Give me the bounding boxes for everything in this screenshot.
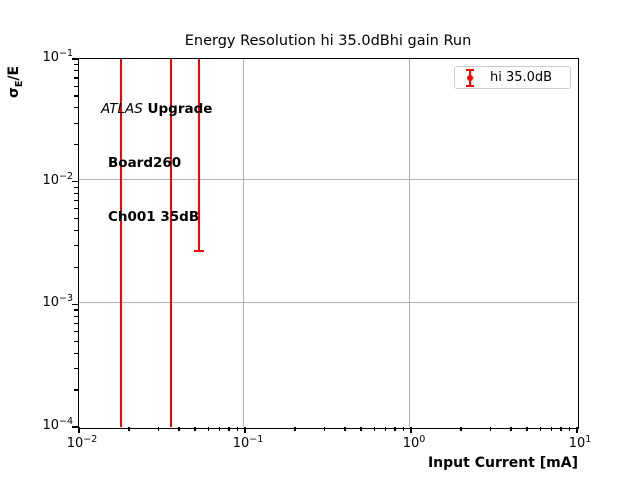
x-tick [157, 427, 159, 431]
x-tick [402, 427, 404, 431]
x-tick [550, 427, 552, 431]
x-tick [539, 427, 541, 431]
y-tick-label: 10−2 [42, 170, 73, 188]
x-tick [236, 427, 238, 431]
y-axis-label-sigma: σ [6, 87, 22, 99]
x-gridline [408, 58, 410, 427]
y-tick [74, 330, 78, 333]
y-gridline [78, 179, 577, 181]
annotation-line-2: Board260 [108, 155, 182, 171]
y-tick [74, 95, 78, 97]
y-tick [74, 266, 78, 268]
y-axis-label: σE/E [6, 32, 28, 132]
x-tick [323, 427, 325, 431]
y-tick [71, 58, 78, 60]
y-tick [74, 367, 78, 370]
x-tick [526, 427, 528, 431]
y-tick [71, 303, 78, 305]
x-tick [207, 427, 209, 431]
y-tick [71, 181, 78, 183]
x-tick [460, 427, 462, 431]
y-tick-label: 10−1 [42, 48, 73, 65]
y-tick [74, 64, 78, 66]
x-tick [228, 427, 230, 431]
y-tick [74, 389, 78, 391]
x-tick [576, 427, 578, 433]
y-tick-label: 10−4 [42, 416, 73, 433]
x-tick [394, 427, 396, 431]
x-tick-label: 101 [568, 434, 592, 451]
legend-label: hi 35.0dB [490, 70, 553, 85]
x-tick [244, 427, 246, 433]
error-bar [169, 58, 172, 427]
y-tick [71, 426, 78, 428]
annotation-line-3: Ch001 35dB [108, 209, 200, 225]
y-tick [74, 245, 78, 247]
x-tick [344, 427, 346, 431]
x-tick [489, 427, 491, 431]
x-tick [568, 427, 570, 431]
legend: hi 35.0dB [454, 66, 571, 89]
annotation-atlas: ATLAS [101, 101, 143, 117]
y-tick [74, 340, 78, 342]
x-tick [218, 427, 220, 431]
y-tick [74, 208, 78, 210]
atlas-annotation: ATLAS Upgrade Board260 Ch001 35dB [101, 64, 212, 262]
y-tick [74, 85, 78, 87]
y-tick [74, 229, 78, 232]
x-tick [194, 427, 196, 431]
x-tick-label: 10−1 [232, 434, 264, 451]
x-tick [128, 427, 130, 431]
y-tick [74, 200, 78, 202]
y-tick [74, 309, 78, 311]
error-bar [197, 58, 200, 251]
y-axis-label-suffix: /E [6, 65, 22, 81]
error-bar [119, 58, 122, 427]
x-gridline [242, 58, 244, 427]
y-tick [74, 322, 78, 324]
plot-area [77, 57, 579, 429]
x-tick [410, 427, 412, 433]
y-gridline [78, 301, 577, 303]
y-tick [74, 77, 78, 79]
x-tick [178, 427, 180, 431]
annotation-line-1: ATLAS Upgrade [101, 100, 212, 118]
y-tick [74, 315, 78, 317]
chart-title: Energy Resolution hi 35.0dBhi gain Run [184, 33, 472, 49]
y-tick [74, 217, 78, 220]
y-tick [74, 70, 78, 72]
x-tick [510, 427, 512, 431]
y-tick [74, 186, 78, 188]
x-tick [360, 427, 362, 431]
x-tick-label: 100 [402, 434, 426, 451]
error-bar-cap [193, 249, 204, 252]
x-tick [560, 427, 562, 431]
annotation-upgrade: Upgrade [142, 101, 213, 117]
x-tick [294, 427, 296, 431]
y-tick [74, 352, 78, 354]
x-tick [384, 427, 386, 431]
y-axis-label-sub: E [13, 80, 25, 88]
x-axis-label: Input Current [mA] [427, 455, 578, 471]
y-tick-label: 10−3 [42, 293, 73, 311]
y-tick [74, 192, 78, 195]
y-tick [74, 122, 78, 124]
x-tick-label: 10−2 [66, 434, 98, 451]
x-tick [373, 427, 375, 431]
x-tick [78, 427, 80, 433]
y-tick [74, 144, 78, 146]
errorbar-marker-icon [466, 68, 474, 87]
y-tick [74, 107, 78, 109]
